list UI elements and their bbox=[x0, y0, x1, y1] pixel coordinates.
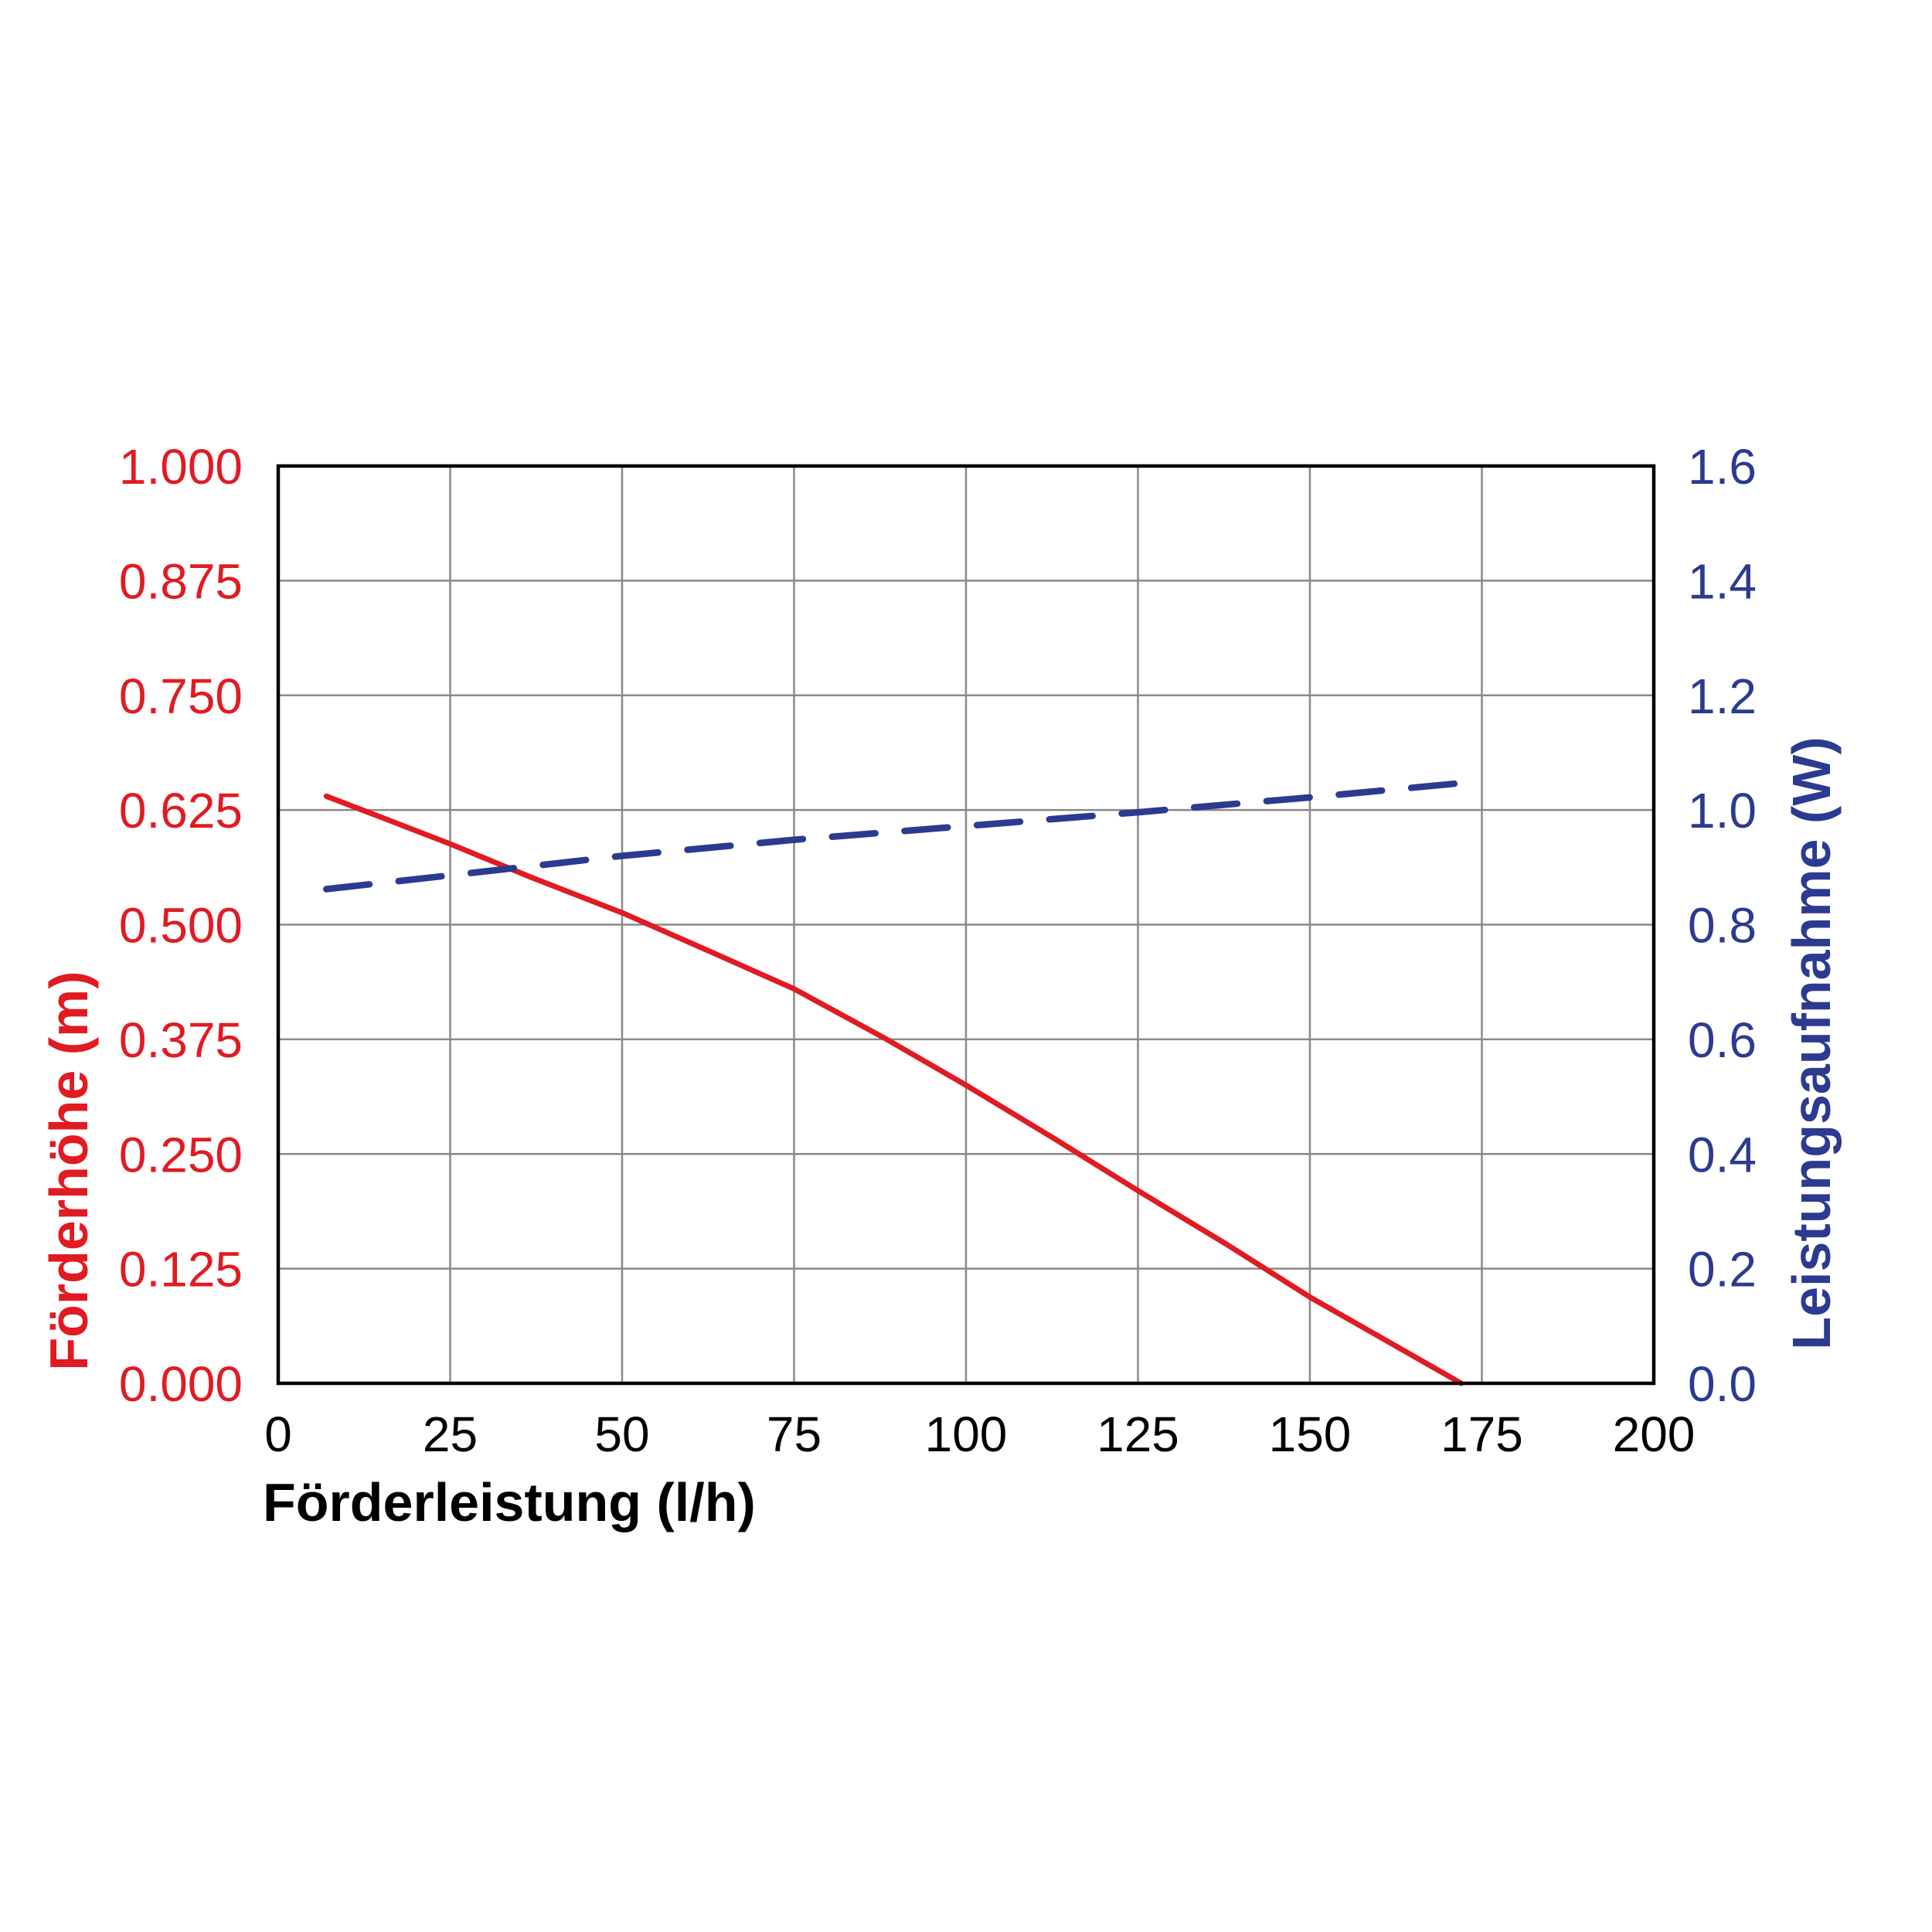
right-y-tick-label: 1.0 bbox=[1688, 783, 1757, 838]
right-y-tick-label: 1.4 bbox=[1688, 553, 1757, 609]
x-tick-label: 75 bbox=[767, 1406, 821, 1462]
left-y-tick-label: 0.875 bbox=[119, 553, 243, 609]
plot-border bbox=[276, 464, 1656, 1386]
x-tick-label: 0 bbox=[264, 1406, 292, 1462]
title-layer: Förderleistung (l/h) Förderhöhe (m) Leis… bbox=[39, 736, 1842, 1532]
x-tick-label: 100 bbox=[925, 1406, 1008, 1462]
x-tick-label: 50 bbox=[594, 1406, 649, 1462]
right-y-tick-label: 0.2 bbox=[1688, 1242, 1757, 1298]
x-tick-label: 150 bbox=[1269, 1406, 1352, 1462]
x-axis-title: Förderleistung (l/h) bbox=[263, 1472, 756, 1532]
left-y-tick-label: 0.625 bbox=[119, 783, 243, 838]
left-y-tick-label: 0.000 bbox=[119, 1356, 243, 1412]
right-y-tick-label: 0.6 bbox=[1688, 1012, 1757, 1068]
right-y-axis-title: Leistungsaufnahme (W) bbox=[1781, 736, 1842, 1349]
x-tick-label: 175 bbox=[1440, 1406, 1523, 1462]
left-y-tick-label: 0.500 bbox=[119, 898, 243, 954]
right-y-tick-label: 1.2 bbox=[1688, 668, 1757, 724]
left-y-tick-label: 0.750 bbox=[119, 668, 243, 724]
leistungsaufnahme-curve bbox=[323, 779, 1471, 893]
right-y-tick-label: 1.6 bbox=[1688, 439, 1757, 495]
left-y-tick-label: 0.375 bbox=[119, 1012, 243, 1068]
right-y-tick-label: 0.4 bbox=[1688, 1127, 1757, 1182]
grid-layer bbox=[278, 466, 1654, 1383]
right-y-tick-label: 0.8 bbox=[1688, 898, 1757, 954]
x-tick-label: 25 bbox=[423, 1406, 478, 1462]
left-y-tick-label: 0.125 bbox=[119, 1242, 243, 1298]
left-y-tick-label: 1.000 bbox=[119, 439, 243, 495]
foerderhoehe-curve bbox=[323, 793, 1464, 1386]
left-y-axis-title: Förderhöhe (m) bbox=[39, 971, 99, 1370]
right-y-tick-label: 0.0 bbox=[1688, 1356, 1757, 1412]
x-tick-label: 200 bbox=[1613, 1406, 1696, 1462]
x-tick-label: 125 bbox=[1097, 1406, 1179, 1462]
tick-layer: 0 25 50 75 100 125 150 175 200 1.000 0.875 0.750 0.6… bbox=[119, 439, 1757, 1462]
left-y-tick-label: 0.250 bbox=[119, 1127, 243, 1182]
series-layer bbox=[323, 779, 1471, 1386]
